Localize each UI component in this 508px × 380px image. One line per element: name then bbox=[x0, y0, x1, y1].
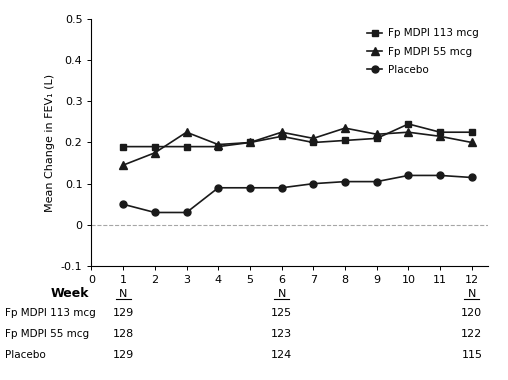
Text: 122: 122 bbox=[461, 329, 483, 339]
Y-axis label: Mean Change in FEV₁ (L): Mean Change in FEV₁ (L) bbox=[45, 73, 55, 212]
Text: Placebo: Placebo bbox=[5, 350, 46, 360]
Text: Week: Week bbox=[50, 287, 89, 300]
Text: N: N bbox=[468, 289, 476, 299]
Text: 125: 125 bbox=[271, 309, 292, 318]
Text: 120: 120 bbox=[461, 309, 483, 318]
Text: 129: 129 bbox=[112, 309, 134, 318]
Text: 123: 123 bbox=[271, 329, 292, 339]
Text: 129: 129 bbox=[112, 350, 134, 360]
Text: 128: 128 bbox=[112, 329, 134, 339]
Text: N: N bbox=[277, 289, 286, 299]
Text: Fp MDPI 113 mcg: Fp MDPI 113 mcg bbox=[5, 309, 96, 318]
Text: N: N bbox=[119, 289, 128, 299]
Text: Fp MDPI 55 mcg: Fp MDPI 55 mcg bbox=[5, 329, 89, 339]
Text: 115: 115 bbox=[461, 350, 482, 360]
Legend: Fp MDPI 113 mcg, Fp MDPI 55 mcg, Placebo: Fp MDPI 113 mcg, Fp MDPI 55 mcg, Placebo bbox=[363, 24, 483, 79]
Text: 124: 124 bbox=[271, 350, 292, 360]
